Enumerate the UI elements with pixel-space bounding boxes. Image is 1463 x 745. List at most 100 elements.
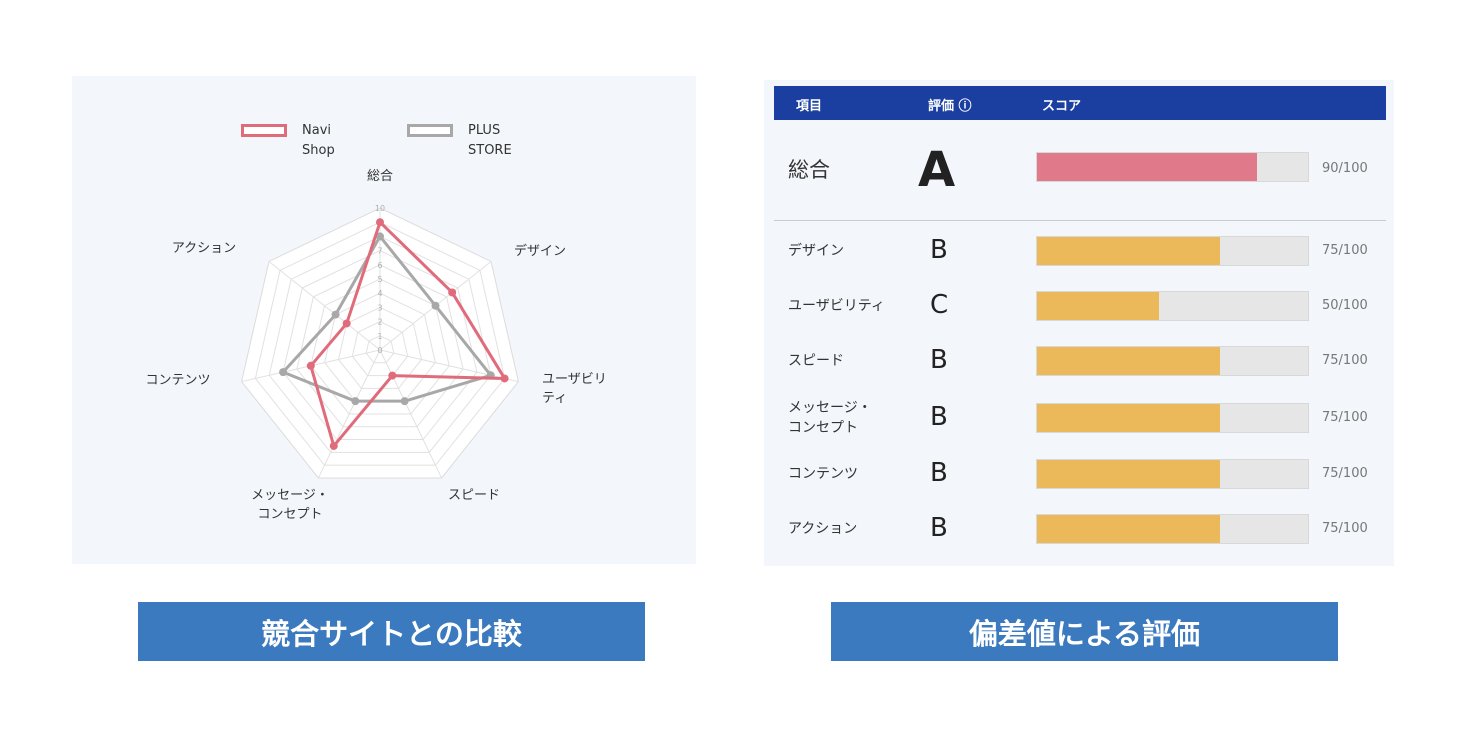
radar-data-point [431, 301, 440, 310]
score-row-score: 75/100 [1322, 353, 1368, 368]
radar-spoke [379, 349, 443, 479]
legend-label-navi-shop: Navi Shop [302, 123, 335, 158]
radar-axis-label: メッセージ・コンセプト [251, 488, 329, 522]
radar-grid-ring-inner [268, 235, 492, 453]
radar-axis-label-line: コンテンツ [145, 373, 210, 388]
score-row-bar [1036, 514, 1309, 544]
score-row-grade: C [930, 290, 949, 320]
legend-swatch-plus-store [407, 124, 453, 137]
score-row-grade: B [930, 345, 948, 375]
radar-axis-label: アクション [172, 241, 236, 256]
radar-data-point [500, 374, 509, 383]
score-row-bar [1036, 346, 1309, 376]
radar-axis-label-line: コンセプト [257, 507, 322, 522]
score-row-grade: B [930, 402, 948, 432]
radar-axis-label: ユーザビリティ [542, 372, 607, 406]
score-row-name: アクション [788, 521, 858, 537]
overall-grade: A [918, 142, 956, 198]
score-row-name: メッセージ・ コンセプト [788, 400, 872, 436]
score-row-score: 50/100 [1322, 298, 1368, 313]
legend-item-plus-store[interactable]: PLUS STORE [407, 121, 528, 161]
radar-data-point [388, 371, 397, 380]
overall-divider [774, 220, 1386, 221]
legend-item-navi-shop[interactable]: Navi Shop [241, 121, 362, 161]
header-grade[interactable]: 評価 ⓘ [928, 99, 972, 114]
radar-grid-ring-inner [282, 250, 478, 441]
radar-tick-label: 7 [377, 247, 382, 256]
header-item: 項目 [796, 99, 823, 114]
overall-score-bar-fill [1037, 153, 1257, 181]
score-row-grade: B [930, 513, 948, 543]
score-row-score: 75/100 [1322, 466, 1368, 481]
radar-tick-label: 10 [375, 204, 385, 213]
score-row-bar [1036, 403, 1309, 433]
radar-tick-label: 5 [377, 275, 382, 284]
radar-series-line [309, 220, 507, 448]
score-row-bar-fill [1037, 347, 1220, 375]
radar-axis-label: デザイン [514, 243, 566, 259]
overall-score-label: 90/100 [1322, 161, 1368, 176]
score-table-header: 項目 評価 ⓘ スコア [774, 86, 1386, 120]
radar-axis-label-line: メッセージ・ [251, 488, 329, 503]
score-row-name: ユーザビリティ [788, 298, 885, 314]
radar-data-point [376, 218, 384, 227]
radar-data-point [342, 319, 351, 328]
radar-tick-label: 4 [377, 289, 382, 298]
radar-grid-ring-inner [296, 264, 464, 428]
radar-chart: 109876543210総合デザインユーザビリティスピードメッセージ・コンセプト… [145, 169, 607, 522]
radar-data-point [351, 397, 360, 406]
score-row-bar-fill [1037, 460, 1220, 488]
radar-axis-label-line: ユーザビリ [542, 372, 607, 387]
score-row-name: デザイン [788, 243, 844, 259]
radar-spoke [379, 349, 519, 383]
radar-axis-label-line: 総合 [367, 169, 393, 184]
radar-chart-panel: Navi Shop PLUS STORE 109876543210総合デザインユ… [72, 76, 696, 564]
radar-series-line [281, 234, 493, 403]
legend-label-plus-store: PLUS STORE [468, 123, 512, 158]
score-row-score: 75/100 [1322, 521, 1368, 536]
radar-axis-label-line: ティ [542, 391, 567, 406]
legend-swatch-navi-shop [241, 124, 287, 137]
radar-grid-ring-inner [310, 278, 450, 415]
radar-data-point [331, 310, 340, 319]
radar-axis-label: 総合 [367, 169, 393, 184]
score-row-bar-fill [1037, 237, 1220, 265]
overall-score-bar [1036, 152, 1309, 182]
score-row-score: 75/100 [1322, 410, 1368, 425]
radar-grid-ring-inner [351, 321, 409, 377]
radar-data-point [400, 397, 409, 406]
radar-grid-ring-inner [254, 221, 506, 466]
radar-data-point [279, 368, 288, 377]
radar-spoke [317, 349, 381, 479]
score-row-name: コンテンツ [788, 466, 858, 482]
score-row-grade: B [930, 458, 948, 488]
header-score: スコア [1042, 99, 1082, 114]
score-row-bar [1036, 236, 1309, 266]
radar-axis-label-line: スピード [448, 488, 500, 503]
radar-data-point [329, 441, 338, 450]
caption-deviation-evaluation: 偏差値による評価 [831, 602, 1338, 661]
radar-axis-label: スピード [448, 488, 500, 503]
radar-tick-label: 3 [377, 303, 382, 312]
radar-axis-label-line: アクション [172, 241, 236, 256]
radar-spoke [268, 261, 381, 351]
overall-name: 総合 [788, 158, 830, 182]
radar-grid-ring-inner [365, 335, 395, 364]
radar-tick-label: 1 [377, 332, 382, 341]
radar-tick-label: 6 [377, 261, 382, 270]
score-row-bar [1036, 459, 1309, 489]
score-row-grade: B [930, 235, 948, 265]
radar-axis-label-line: デザイン [514, 243, 566, 259]
score-row-bar-fill [1037, 292, 1159, 320]
caption-competitor-comparison: 競合サイトとの比較 [138, 602, 645, 661]
radar-tick-label: 2 [377, 318, 382, 327]
score-row-score: 75/100 [1322, 243, 1368, 258]
score-row-bar-fill [1037, 515, 1220, 543]
radar-axis-label: コンテンツ [145, 373, 210, 388]
radar-data-point [448, 288, 457, 297]
score-table-panel: 項目 評価 ⓘ スコア 総合 A 90/100 デザイン B 75/100 ユーザビリ… [764, 80, 1394, 566]
score-row-bar [1036, 291, 1309, 321]
radar-data-point [306, 361, 315, 370]
radar-tick-label: 0 [377, 346, 382, 355]
score-row-name: スピード [788, 353, 844, 369]
